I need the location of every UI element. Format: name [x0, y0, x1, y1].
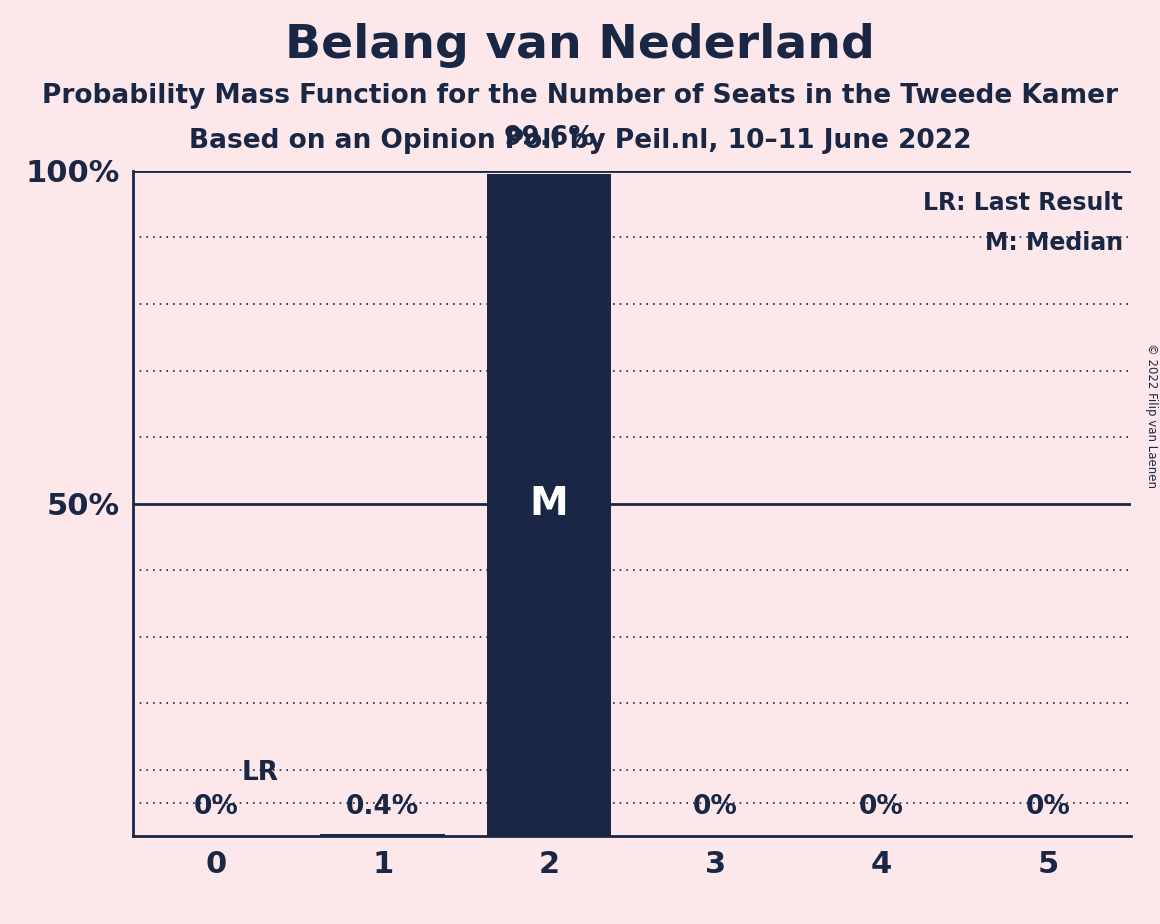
Text: Based on an Opinion Poll by Peil.nl, 10–11 June 2022: Based on an Opinion Poll by Peil.nl, 10–… [189, 128, 971, 153]
Text: Belang van Nederland: Belang van Nederland [285, 23, 875, 68]
Text: M: Median: M: Median [985, 231, 1123, 255]
Text: 99.6%: 99.6% [503, 125, 595, 151]
Text: 0%: 0% [860, 794, 904, 820]
Text: © 2022 Filip van Laenen: © 2022 Filip van Laenen [1145, 344, 1159, 488]
Bar [487, 174, 611, 836]
Text: M: M [530, 484, 568, 523]
Text: 0.4%: 0.4% [346, 794, 420, 820]
Text: 0%: 0% [1025, 794, 1071, 820]
Bar [320, 833, 445, 836]
Text: Probability Mass Function for the Number of Seats in the Tweede Kamer: Probability Mass Function for the Number… [42, 83, 1118, 109]
Text: 0%: 0% [693, 794, 738, 820]
Text: 0%: 0% [194, 794, 239, 820]
Text: LR: Last Result: LR: Last Result [923, 191, 1123, 215]
Text: LR: LR [241, 760, 278, 786]
